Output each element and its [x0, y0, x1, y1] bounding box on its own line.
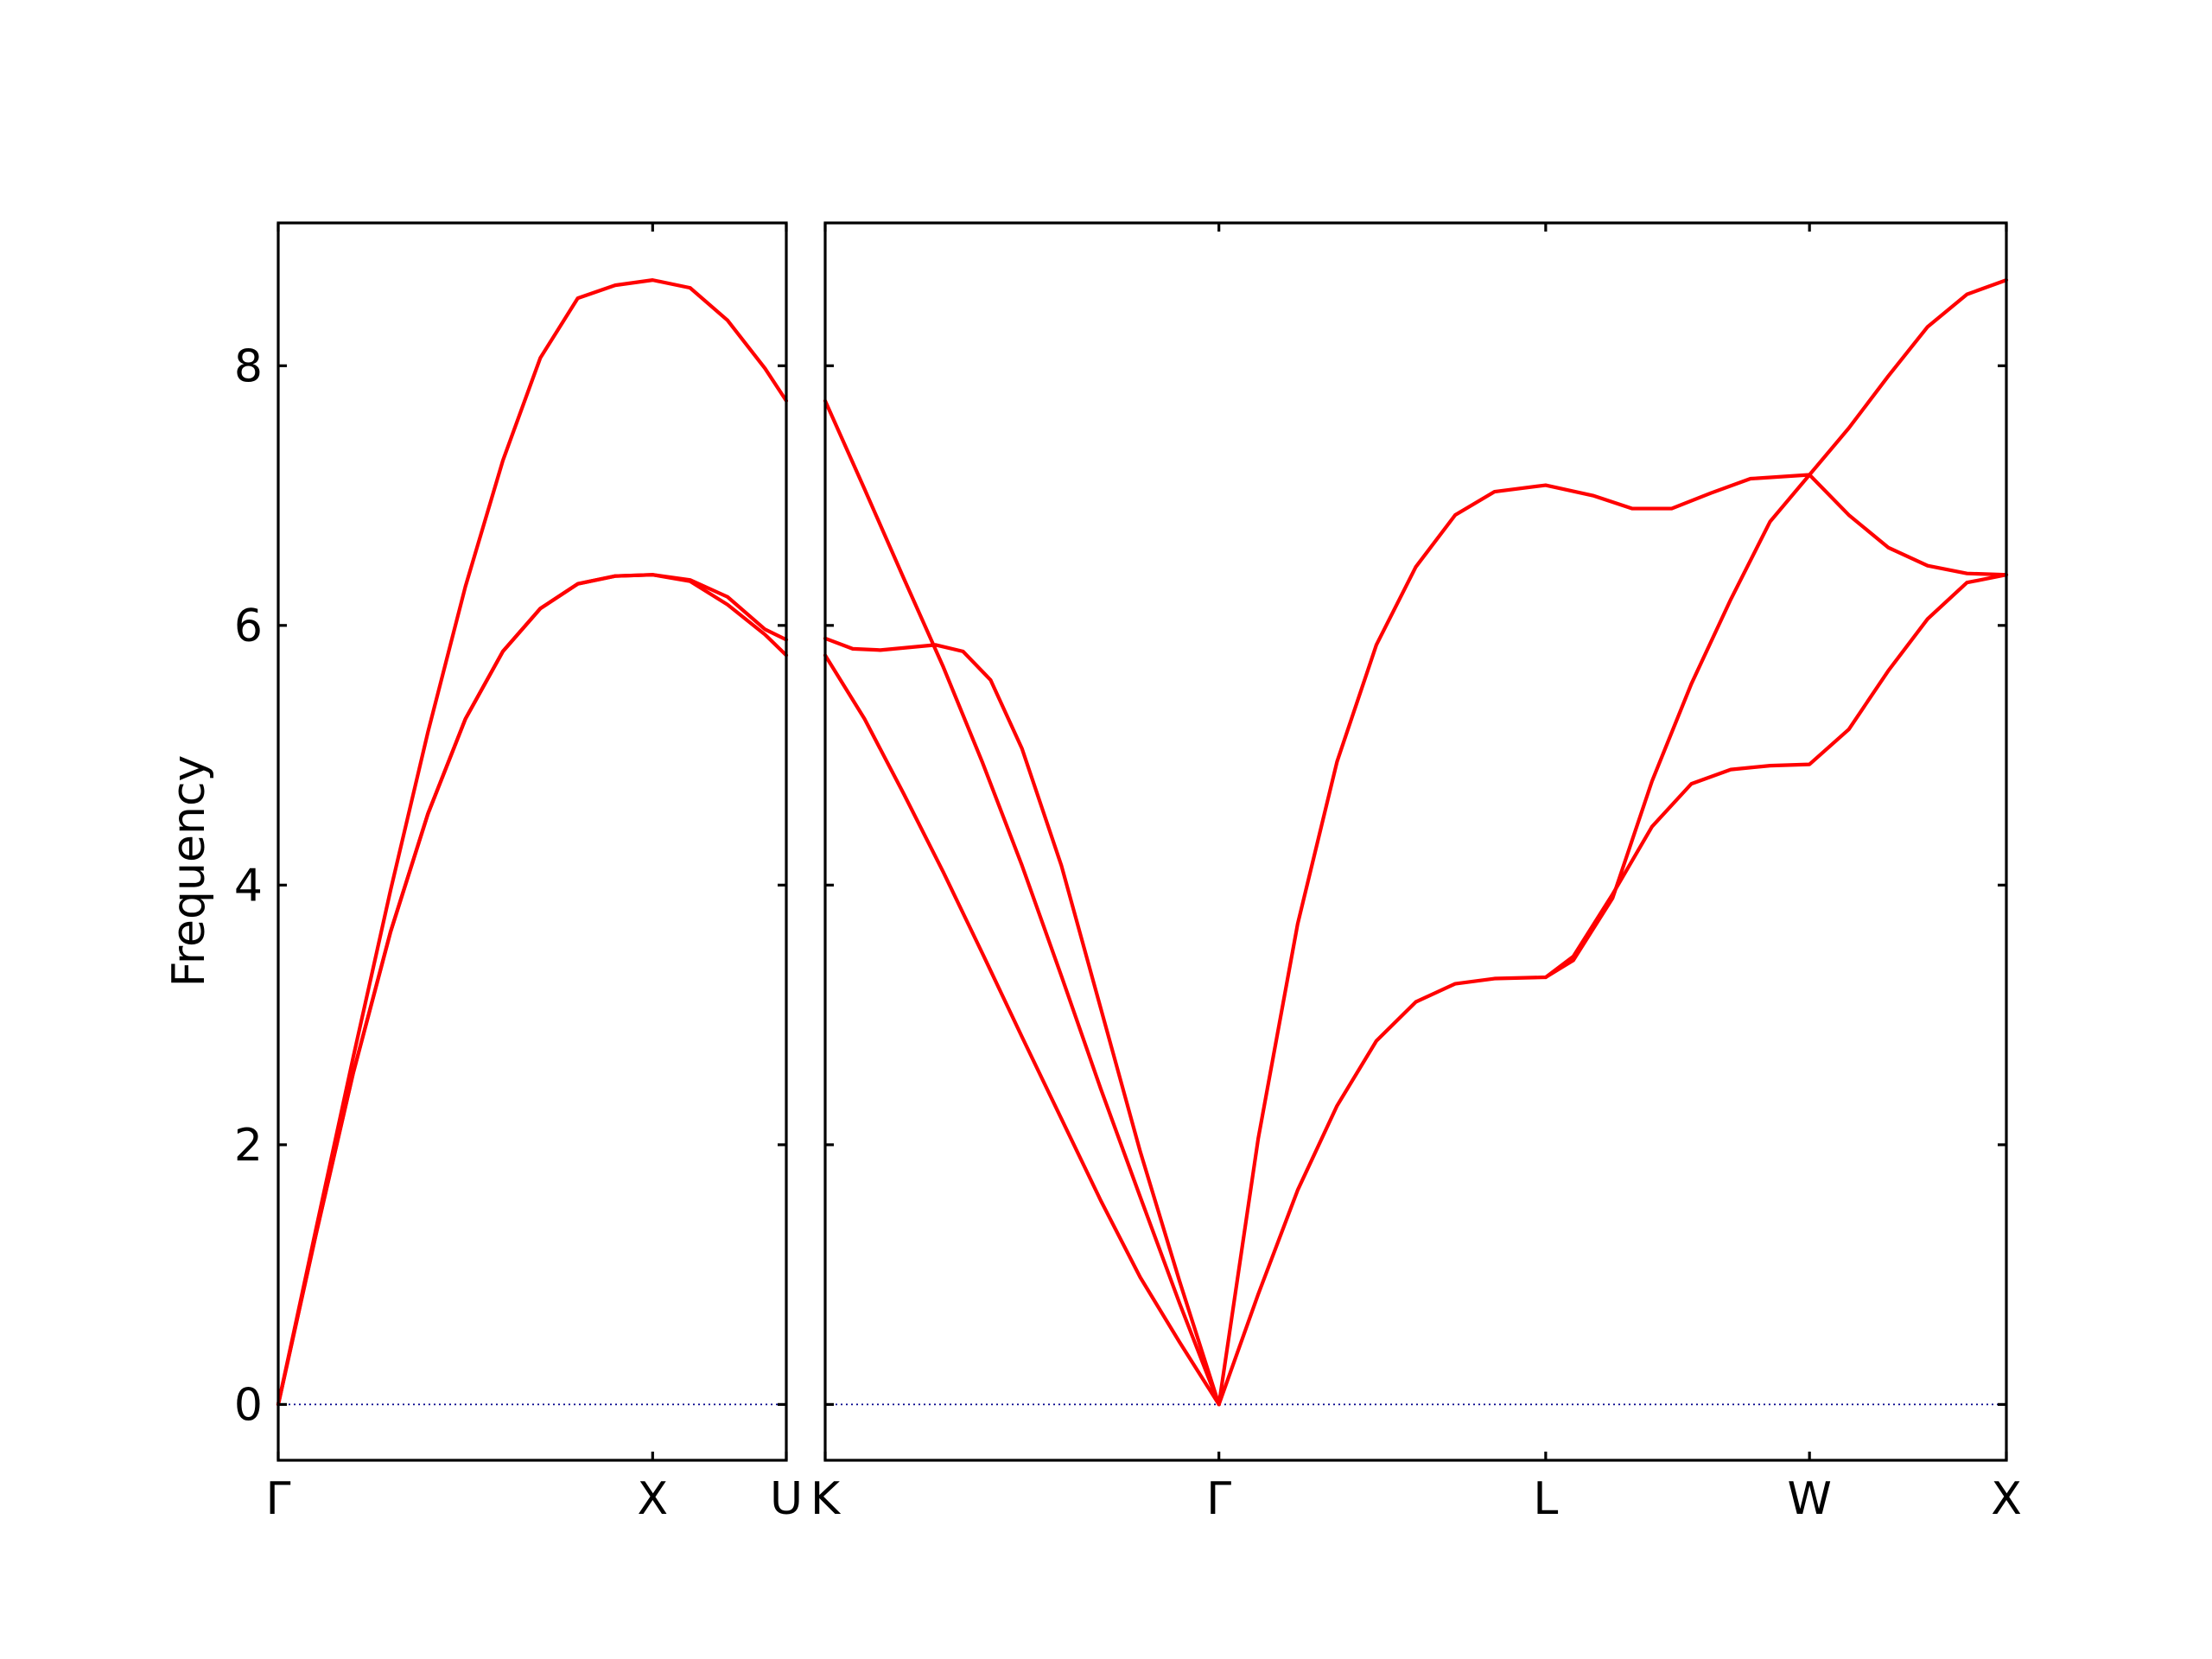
ytick-label-4: 4 [234, 860, 263, 912]
ytick-label-2: 2 [234, 1120, 263, 1172]
left-xtick-label-0: Γ [266, 1473, 291, 1525]
right-xtick-label-2: L [1533, 1473, 1558, 1525]
right-xtick-label-4: X [1991, 1473, 2022, 1525]
ytick-label-6: 6 [234, 601, 263, 652]
y-axis-label: Frequency [163, 755, 215, 988]
left-band-2 [276, 573, 789, 1407]
ytick-label-0: 0 [234, 1379, 263, 1431]
ytick-label-8: 8 [234, 340, 263, 392]
right-band-5 [1217, 473, 2009, 1407]
left-xtick-label-2: U [770, 1473, 803, 1525]
left-band-3 [276, 573, 789, 1407]
right-xtick-label-1: Γ [1206, 1473, 1231, 1525]
left-xtick-label-1: X [637, 1473, 668, 1525]
right-band-1 [823, 398, 1221, 1407]
right-xtick-label-3: W [1787, 1473, 1831, 1525]
right-band-2 [823, 636, 1221, 1407]
right-band-3 [823, 653, 1221, 1407]
right-band-4 [1217, 278, 2009, 1407]
right-axes-frame [823, 221, 2008, 1462]
left-band-1 [276, 278, 789, 1407]
right-band-6 [1543, 573, 2009, 980]
right-xtick-label-0: K [810, 1473, 842, 1525]
left-panel: 0 2 4 6 8 Γ X U [234, 221, 803, 1525]
left-axes-frame [276, 221, 788, 1462]
